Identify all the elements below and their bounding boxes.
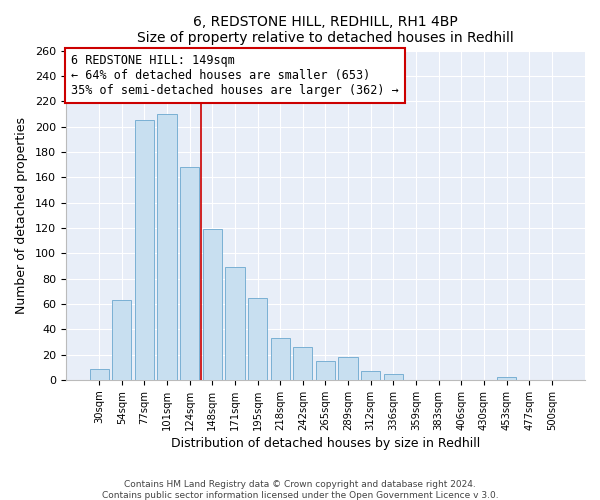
Bar bbox=[384, 374, 403, 380]
Y-axis label: Number of detached properties: Number of detached properties bbox=[15, 116, 28, 314]
Bar bbox=[112, 300, 131, 380]
Bar bbox=[203, 229, 222, 380]
Bar bbox=[338, 357, 358, 380]
Bar bbox=[497, 378, 516, 380]
Text: Contains HM Land Registry data © Crown copyright and database right 2024.
Contai: Contains HM Land Registry data © Crown c… bbox=[101, 480, 499, 500]
Bar bbox=[316, 361, 335, 380]
Title: 6, REDSTONE HILL, REDHILL, RH1 4BP
Size of property relative to detached houses : 6, REDSTONE HILL, REDHILL, RH1 4BP Size … bbox=[137, 15, 514, 45]
Text: 6 REDSTONE HILL: 149sqm
← 64% of detached houses are smaller (653)
35% of semi-d: 6 REDSTONE HILL: 149sqm ← 64% of detache… bbox=[71, 54, 399, 97]
Bar bbox=[248, 298, 267, 380]
Bar bbox=[89, 368, 109, 380]
Bar bbox=[271, 338, 290, 380]
Bar bbox=[293, 347, 313, 380]
Bar bbox=[180, 167, 199, 380]
X-axis label: Distribution of detached houses by size in Redhill: Distribution of detached houses by size … bbox=[171, 437, 480, 450]
Bar bbox=[361, 371, 380, 380]
Bar bbox=[226, 267, 245, 380]
Bar bbox=[135, 120, 154, 380]
Bar bbox=[157, 114, 176, 380]
